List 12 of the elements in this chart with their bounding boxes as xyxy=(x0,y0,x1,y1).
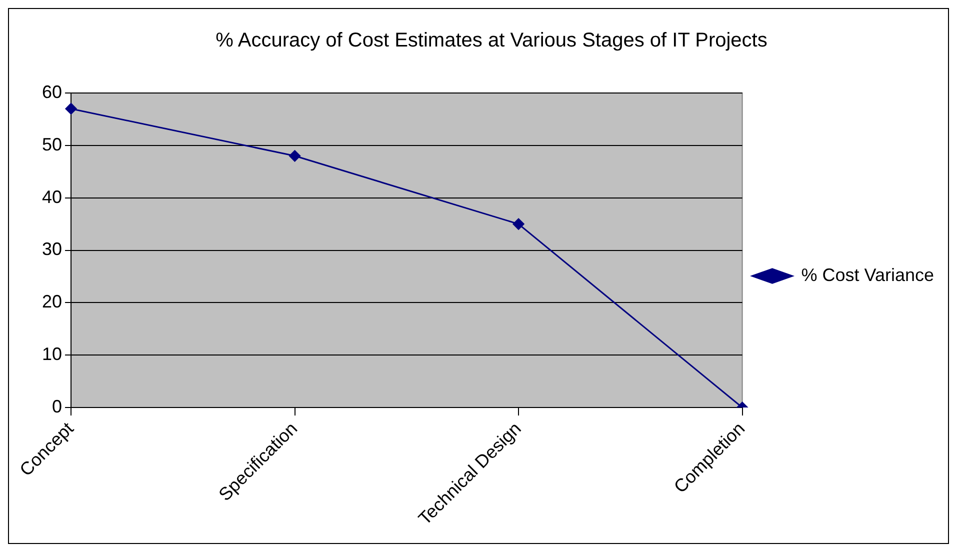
y-tick-label: 30 xyxy=(42,239,62,260)
y-tick-label: 50 xyxy=(42,134,62,154)
legend-label: % Cost Variance xyxy=(801,264,934,285)
y-tick-label: 40 xyxy=(42,186,62,207)
chart-title: % Accuracy of Cost Estimates at Various Stages of IT Projects xyxy=(216,30,768,52)
point xyxy=(289,150,301,162)
y-tick-label: 0 xyxy=(52,396,62,416)
y-tick-label: 10 xyxy=(42,344,62,364)
y-tick-label: 20 xyxy=(42,292,62,312)
point xyxy=(512,218,524,230)
point xyxy=(65,102,77,114)
y-tick-label: 60 xyxy=(42,82,62,102)
